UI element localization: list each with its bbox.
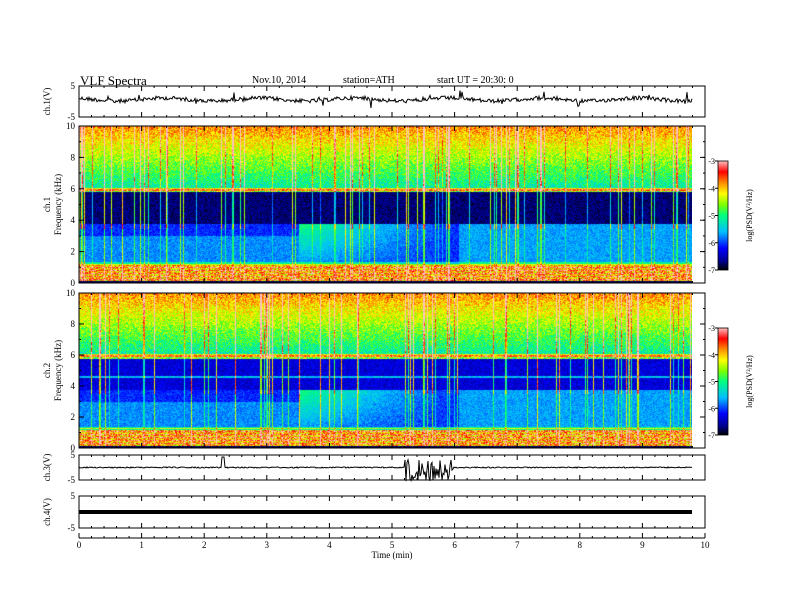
x-tick-label: 7 — [515, 540, 520, 550]
colorbar-tick-label: -4 — [708, 351, 715, 360]
x-axis-label: Time (min) — [372, 550, 413, 560]
colorbar — [717, 327, 729, 436]
y-tick-label: 0 — [71, 443, 76, 453]
colorbar-tick-label: -4 — [708, 184, 715, 193]
colorbar-tick-label: -6 — [708, 239, 715, 248]
y-tick-label: 5 — [71, 450, 76, 460]
y-tick-label: 8 — [71, 319, 76, 329]
x-tick-label: 6 — [452, 540, 457, 550]
y-tick-label: 10 — [66, 121, 76, 131]
y-axis-label: ch.3(V) — [42, 454, 52, 482]
x-tick-label: 10 — [701, 540, 711, 550]
y-axis-label: ch.2 — [42, 363, 52, 378]
colorbar-tick-label: -3 — [708, 157, 715, 166]
y-axis-label: Frequency (kHz) — [53, 340, 63, 401]
y-tick-label: 6 — [71, 350, 76, 360]
y-tick-label: 0 — [71, 278, 76, 288]
x-tick-label: 0 — [77, 540, 82, 550]
trace-ch3 — [78, 456, 693, 482]
spectrogram-ch2 — [79, 293, 692, 448]
colorbar — [717, 160, 729, 271]
station-label: station=ATH — [343, 75, 395, 86]
y-tick-label: 5 — [71, 81, 76, 91]
start-time-label: start UT = 20:30: 0 — [437, 75, 514, 86]
colorbar-tick-label: -7 — [708, 266, 715, 275]
colorbar-label: log(PSD(V²/Hz) — [745, 355, 754, 408]
spectrogram-ch1 — [79, 126, 692, 283]
y-tick-label: 4 — [71, 381, 76, 391]
y-tick-label: -5 — [68, 523, 76, 533]
y-axis-label: ch.1 — [42, 197, 52, 212]
y-tick-label: -5 — [68, 112, 76, 122]
colorbar-tick-label: -5 — [708, 378, 715, 387]
colorbar-tick-label: -7 — [708, 431, 715, 440]
x-tick-label: 8 — [578, 540, 583, 550]
colorbar-tick-label: -3 — [708, 324, 715, 333]
x-tick-label: 2 — [202, 540, 207, 550]
y-tick-label: 5 — [71, 491, 76, 501]
y-axis-label: ch.1(V) — [42, 88, 52, 116]
y-axis-label: ch.4(V) — [42, 498, 52, 526]
x-tick-label: 4 — [327, 540, 332, 550]
colorbar-label: log(PSD(V²/Hz) — [745, 189, 754, 242]
chart-title: VLF Spectra — [80, 73, 147, 88]
x-tick-label: 1 — [139, 540, 144, 550]
x-tick-label: 3 — [265, 540, 270, 550]
y-tick-label: 4 — [71, 215, 76, 225]
y-tick-label: 10 — [66, 288, 76, 298]
x-tick-label: 5 — [390, 540, 395, 550]
colorbar-tick-label: -5 — [708, 212, 715, 221]
y-tick-label: -5 — [68, 475, 76, 485]
date-label: Nov.10, 2014 — [252, 75, 307, 86]
y-tick-label: 2 — [71, 412, 76, 422]
y-tick-label: 6 — [71, 184, 76, 194]
y-tick-label: 8 — [71, 152, 76, 162]
trace-ch1 — [79, 90, 693, 109]
y-axis-label: Frequency (kHz) — [53, 174, 63, 235]
y-tick-label: 2 — [71, 247, 76, 257]
colorbar-tick-label: -6 — [708, 404, 715, 413]
x-tick-label: 9 — [640, 540, 645, 550]
